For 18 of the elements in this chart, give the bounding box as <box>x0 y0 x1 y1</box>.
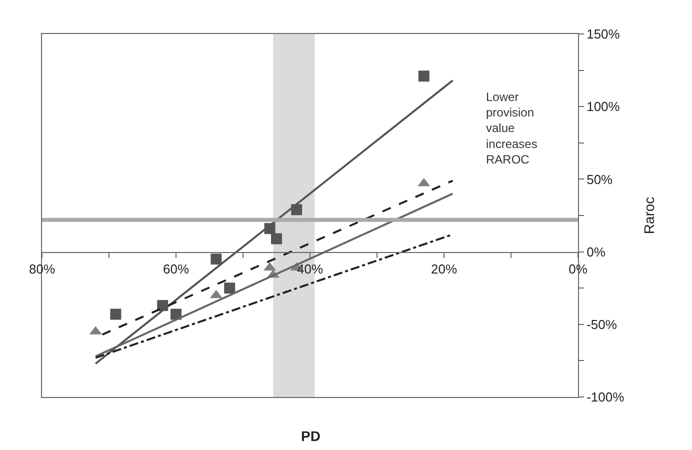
point <box>170 308 182 320</box>
y-tick-label: 0% <box>586 244 606 260</box>
point <box>271 233 282 244</box>
annotation: Lower provision value increases RAROC <box>486 90 538 166</box>
y-tick-label: -100% <box>586 390 625 405</box>
y-tick-label: 50% <box>586 172 614 187</box>
x-tick-label: 60% <box>162 261 190 276</box>
x-tick-label: 40% <box>296 261 324 276</box>
x-tick-label: 20% <box>430 261 458 276</box>
point <box>418 70 430 82</box>
y-tick-label: -50% <box>586 316 618 332</box>
point <box>210 254 222 265</box>
point <box>110 308 122 320</box>
y-axis-title: Raroc <box>640 196 657 234</box>
point <box>224 282 236 294</box>
y-tick-label: 150% <box>586 26 620 42</box>
y-tick-label: 100% <box>586 99 620 114</box>
x-axis-title: PD <box>301 428 320 444</box>
